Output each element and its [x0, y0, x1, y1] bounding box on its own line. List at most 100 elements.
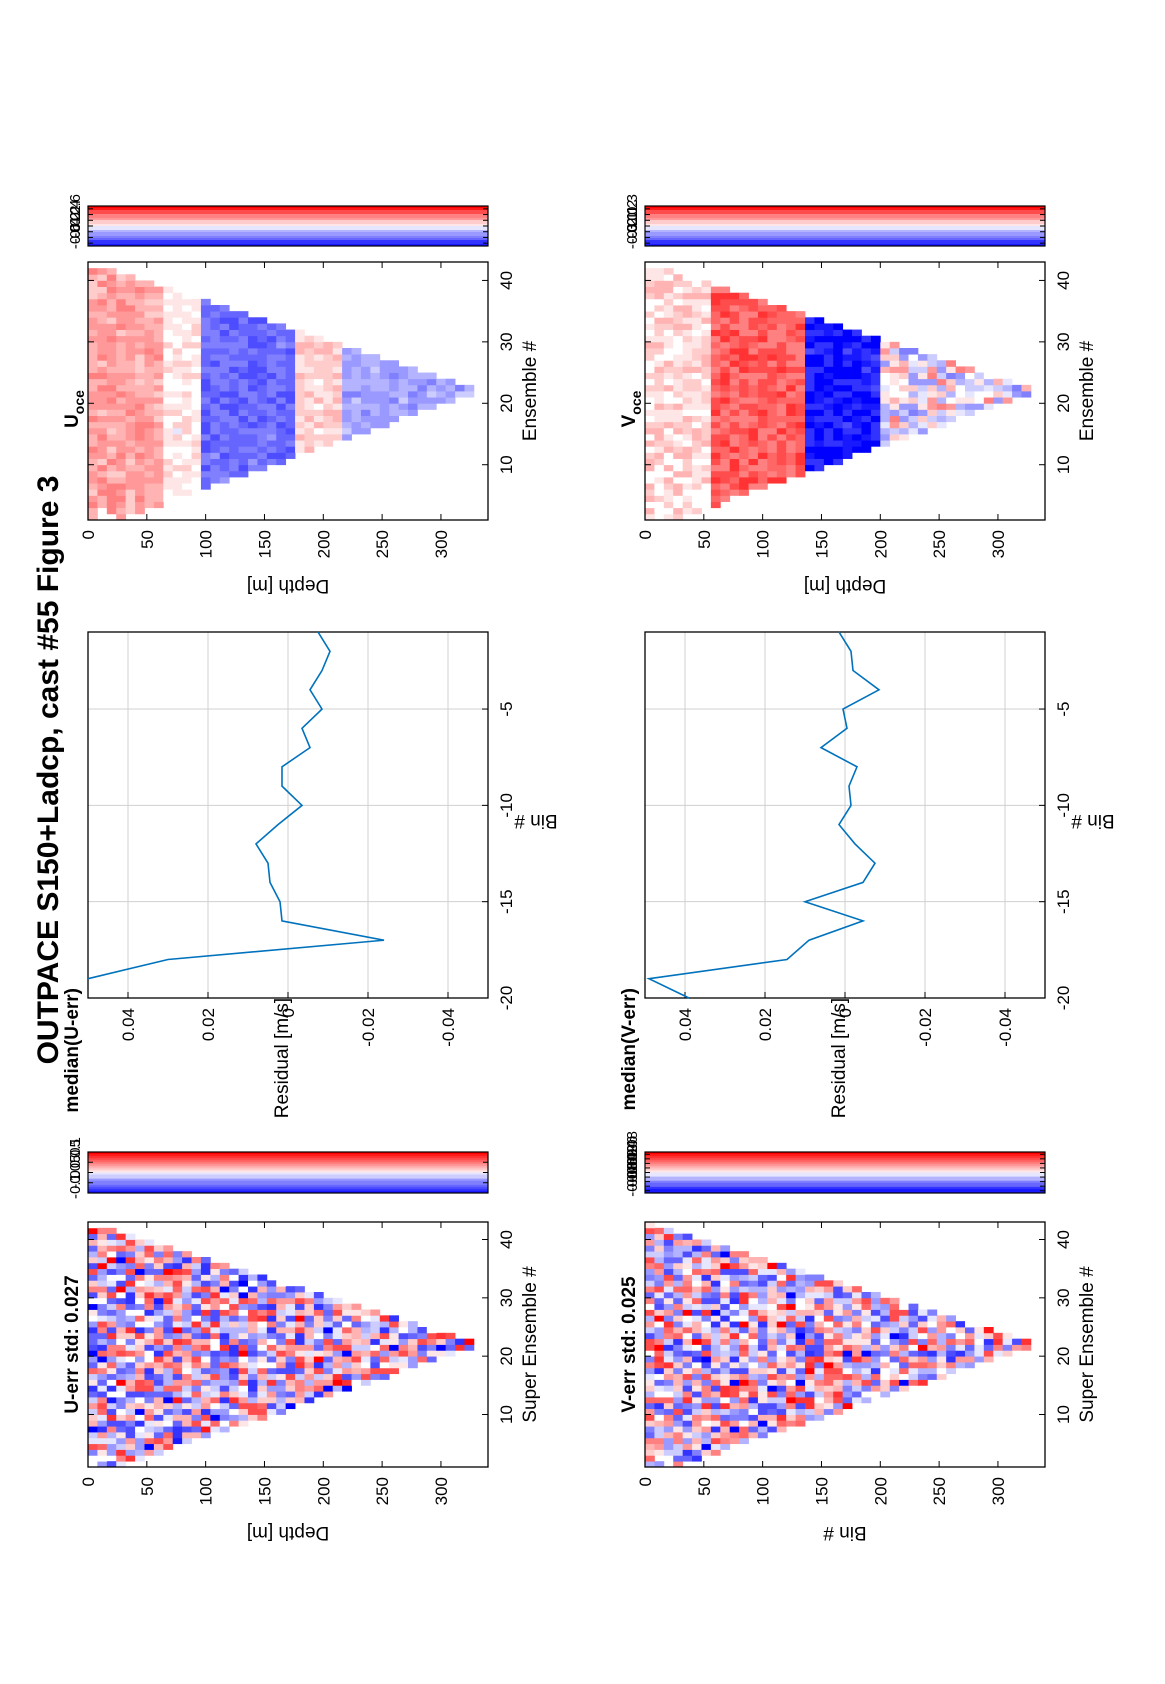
- u_err-cell: [238, 1373, 249, 1380]
- v_oce-cell: [833, 348, 844, 355]
- u_err-cell: [238, 1321, 249, 1328]
- v_oce-cell: [786, 311, 796, 318]
- v_oce-cell: [767, 335, 778, 343]
- v_err-cell: [805, 1303, 815, 1310]
- v_oce-cell: [720, 452, 731, 459]
- u_err-cell: [200, 1321, 211, 1328]
- v_oce-cell: [739, 409, 749, 416]
- v_oce-cell: [682, 434, 693, 441]
- u_err-cell: [200, 1402, 211, 1410]
- u_err-cell: [116, 1373, 127, 1380]
- v_oce-cell: [645, 446, 655, 453]
- v_err-cell: [729, 1408, 740, 1415]
- v_err-cell: [767, 1408, 778, 1415]
- u_oce-cell: [125, 378, 136, 386]
- v_err-cell: [710, 1443, 721, 1450]
- u_oce-cell: [163, 495, 174, 502]
- u_err-cell: [276, 1356, 287, 1363]
- u_oce-cell: [125, 317, 136, 324]
- v_oce-cell: [955, 384, 966, 392]
- v_err-cell: [645, 1402, 655, 1410]
- v_err-ytick-label: 150: [812, 1477, 831, 1505]
- v_err-cell: [739, 1426, 749, 1433]
- u_err-cell: [88, 1350, 98, 1357]
- u_oce-cell: [135, 335, 145, 343]
- u_err-cell: [153, 1350, 164, 1357]
- u_oce-cell: [191, 446, 202, 453]
- u_err-cell: [191, 1426, 202, 1433]
- u_oce-cell: [88, 348, 98, 355]
- u_oce-cell: [332, 366, 343, 373]
- v_err-colorbar-swatch: [645, 1160, 1045, 1163]
- v_err-colorbar-swatch: [645, 1164, 1045, 1167]
- u_err-cell: [276, 1373, 287, 1380]
- v_oce-cell: [786, 458, 796, 466]
- u_oce-cell: [323, 366, 334, 373]
- u_err-colorbar-swatch: [88, 1190, 488, 1194]
- u_err-cell: [88, 1362, 98, 1369]
- u_oce-cell: [191, 409, 202, 416]
- u_oce-cell: [88, 470, 98, 478]
- v_oce-cell: [710, 421, 721, 429]
- v_err-cell: [889, 1385, 900, 1392]
- u_oce-cell: [360, 372, 371, 380]
- v_err-cell: [870, 1350, 881, 1357]
- u_err-cell: [172, 1414, 183, 1421]
- v_oce-ytick-label: 100: [754, 530, 773, 558]
- u_err-cell: [106, 1292, 117, 1299]
- v_oce-cell: [701, 317, 712, 324]
- v_oce-cell: [654, 483, 665, 490]
- median_v-ytick-label: -5: [1054, 701, 1073, 716]
- v_err-cell: [748, 1414, 759, 1421]
- median_u-xtick-label: 0.04: [119, 1008, 138, 1041]
- v_err-cell: [739, 1391, 749, 1398]
- u_err-cell: [153, 1344, 164, 1351]
- u_oce-cell: [182, 464, 192, 472]
- u_oce-cell: [219, 323, 230, 330]
- u_err-cell: [182, 1268, 192, 1275]
- u_err-cell: [313, 1356, 324, 1363]
- v_err-cell: [720, 1257, 731, 1264]
- v_oce-cell: [776, 415, 787, 423]
- v_err-cell: [701, 1257, 712, 1264]
- v_err-cell: [767, 1280, 778, 1287]
- u_err-cell: [219, 1332, 230, 1340]
- v_err-cell: [786, 1292, 796, 1299]
- v_oce-cell: [720, 483, 731, 490]
- u_oce-cell: [229, 434, 239, 441]
- v_err-cell: [861, 1303, 872, 1310]
- u_oce-cell: [351, 372, 362, 380]
- v_err-colorbar-swatch: [645, 1172, 1045, 1176]
- u_oce-cell: [257, 323, 268, 330]
- u_err-cell: [351, 1332, 362, 1340]
- u_oce-cell: [257, 415, 268, 423]
- v_err-cell: [814, 1397, 825, 1404]
- v_err-cell: [814, 1338, 825, 1345]
- u_oce-cell: [88, 384, 98, 392]
- v_oce-cell: [692, 446, 702, 453]
- u_oce-cell: [219, 397, 230, 404]
- v_err-cell: [739, 1257, 749, 1264]
- v_err-colorbar-label: 0.04: [624, 1140, 641, 1169]
- v_err-cell: [776, 1280, 787, 1287]
- v_oce-cell: [805, 397, 815, 404]
- u_err-cell: [304, 1303, 315, 1310]
- u_err-cell: [163, 1338, 174, 1345]
- v_oce-cell: [965, 372, 975, 380]
- u_oce-cell: [200, 305, 211, 312]
- u_err-cell: [191, 1268, 202, 1275]
- u_oce-cell: [97, 341, 108, 349]
- u_oce-cell: [219, 360, 230, 367]
- u_oce-cell: [153, 501, 164, 509]
- u_oce-cell: [97, 268, 108, 275]
- v_err-cell: [767, 1402, 778, 1410]
- u_err-cell: [88, 1367, 98, 1375]
- v_err-cell: [673, 1338, 684, 1345]
- v_err-cell: [673, 1245, 684, 1252]
- v_err-cell: [805, 1280, 815, 1287]
- v_err-cell: [786, 1268, 796, 1275]
- u_err-cell: [182, 1432, 192, 1439]
- v_err-cell: [729, 1338, 740, 1345]
- u_err-cell: [266, 1297, 277, 1305]
